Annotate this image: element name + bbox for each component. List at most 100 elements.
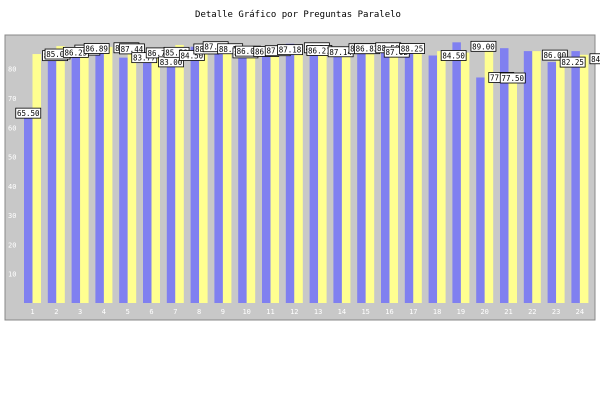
bar-series1-q1 bbox=[24, 111, 33, 303]
data-label: 84.75 bbox=[589, 53, 600, 65]
data-label-box bbox=[440, 50, 467, 61]
bar-series2-q24 bbox=[579, 54, 589, 303]
data-label: 86.89 bbox=[83, 43, 110, 54]
x-tick-label: 6 bbox=[149, 308, 153, 316]
data-label-box bbox=[15, 107, 42, 119]
data-label-text: 86.21 bbox=[308, 46, 331, 55]
data-label-text: 86.00 bbox=[237, 47, 260, 56]
data-label-box bbox=[541, 49, 568, 61]
bar-series1-q16 bbox=[381, 45, 390, 303]
x-tick-label: 9 bbox=[221, 308, 225, 316]
data-label-text: 65.50 bbox=[17, 109, 40, 118]
bar-series2-q16 bbox=[389, 45, 398, 303]
data-label-text: 83.00 bbox=[160, 58, 183, 67]
bar-series1-q4 bbox=[95, 43, 104, 303]
data-label-box bbox=[470, 40, 497, 52]
bar-series1-q17 bbox=[404, 44, 414, 303]
y-tick-label: 60 bbox=[8, 124, 16, 132]
data-label-text: 85.00 bbox=[46, 50, 69, 59]
bar-series2-q11 bbox=[270, 47, 279, 304]
data-label-box bbox=[559, 56, 586, 68]
data-label: 88.25 bbox=[399, 43, 425, 54]
data-label-box bbox=[83, 43, 110, 54]
bar-series2-q12 bbox=[294, 50, 303, 304]
y-tick-label: 20 bbox=[8, 241, 16, 249]
data-label-text: 87.14 bbox=[329, 48, 352, 57]
x-tick-label: 16 bbox=[385, 308, 393, 316]
bar-series1-q18 bbox=[428, 55, 438, 303]
bar-series2-q14 bbox=[341, 48, 351, 303]
x-tick-label: 2 bbox=[54, 308, 58, 316]
bar-series1-q2 bbox=[47, 51, 57, 303]
y-tick-label: 10 bbox=[8, 271, 16, 279]
bar-series2-q7 bbox=[175, 44, 184, 304]
bar-series1-q23 bbox=[547, 62, 557, 303]
data-label: 86.00 bbox=[541, 49, 568, 61]
data-label-text: 82.25 bbox=[561, 58, 584, 67]
data-label-text: 87.02 bbox=[385, 48, 408, 57]
bar-series2-q13 bbox=[318, 47, 327, 304]
x-tick-label: 24 bbox=[576, 308, 584, 316]
x-tick-label: 14 bbox=[338, 308, 346, 316]
bar-series2-q22 bbox=[532, 51, 541, 304]
data-label-text: 84.50 bbox=[442, 52, 465, 61]
bar-series1-q13 bbox=[309, 43, 319, 303]
bar-series1-q14 bbox=[333, 46, 342, 303]
data-label: 89.00 bbox=[470, 40, 497, 52]
x-tick-label: 8 bbox=[197, 308, 201, 316]
x-tick-label: 22 bbox=[528, 308, 536, 316]
x-tick-label: 19 bbox=[457, 308, 465, 316]
data-label-text: 87.18 bbox=[279, 46, 302, 55]
data-label: 84.50 bbox=[440, 50, 467, 61]
x-tick-label: 4 bbox=[102, 308, 106, 316]
bar-series1-q3 bbox=[71, 50, 81, 304]
data-label-text: 84.75 bbox=[591, 55, 600, 64]
bar-series1-q15 bbox=[357, 43, 366, 303]
bar-series1-q11 bbox=[262, 46, 271, 303]
bar-series2-q18 bbox=[437, 51, 446, 304]
bar-series2-q2 bbox=[56, 46, 65, 303]
data-label-text: 87.50 bbox=[204, 43, 227, 52]
x-tick-label: 10 bbox=[242, 308, 250, 316]
bar-series2-q9 bbox=[222, 48, 232, 304]
bar-series2-q21 bbox=[508, 76, 517, 303]
bar-series1-q12 bbox=[285, 43, 295, 303]
bars bbox=[24, 42, 589, 304]
data-label-text: 87.44 bbox=[121, 45, 144, 54]
bar-series1-q21 bbox=[500, 48, 509, 303]
bar-series1-q5 bbox=[119, 57, 128, 304]
data-label: 82.25 bbox=[559, 56, 586, 68]
data-label: 84.50 bbox=[178, 50, 205, 61]
data-label-text: 86.89 bbox=[85, 45, 108, 54]
x-tick-label: 5 bbox=[126, 308, 130, 316]
bar-series2-q17 bbox=[413, 51, 422, 304]
data-labels: 65.5085.8285.0087.7186.2586.8988.5087.44… bbox=[15, 40, 600, 119]
y-tick-label: 40 bbox=[8, 183, 16, 191]
y-tick-label: 70 bbox=[8, 95, 16, 103]
x-tick-labels: 1 2 3 4 5 6 7 8 9 10 11 12 13 14 15 16 17 18 19 20 21 22 23 24 bbox=[30, 308, 584, 316]
data-label-text: 89.00 bbox=[472, 42, 495, 51]
data-label-text: 86.00 bbox=[544, 51, 567, 60]
data-label-box bbox=[277, 44, 303, 56]
x-tick-label: 20 bbox=[480, 308, 488, 316]
x-tick-label: 21 bbox=[504, 308, 512, 316]
bar-series2-q15 bbox=[365, 48, 375, 303]
bar-series1-q7 bbox=[166, 55, 176, 303]
data-label-text: 86.75 bbox=[147, 49, 170, 58]
data-label-text: 86.83 bbox=[356, 45, 379, 54]
data-label-text: 77.50 bbox=[501, 74, 524, 83]
y-tick-label: 80 bbox=[8, 66, 16, 74]
data-label: 65.50 bbox=[15, 107, 42, 119]
x-tick-label: 1 bbox=[30, 308, 34, 316]
data-label-box bbox=[178, 50, 205, 61]
data-label-text: 88.17 bbox=[219, 45, 242, 54]
bar-series1-q22 bbox=[523, 51, 533, 304]
x-tick-label: 12 bbox=[290, 308, 298, 316]
y-tick-label: 30 bbox=[8, 212, 16, 220]
data-label-text: 86.25 bbox=[65, 48, 88, 57]
data-label-box bbox=[589, 53, 600, 65]
bar-series2-q4 bbox=[103, 46, 113, 303]
bar-series2-q10 bbox=[246, 49, 256, 303]
x-tick-label: 11 bbox=[266, 308, 274, 316]
